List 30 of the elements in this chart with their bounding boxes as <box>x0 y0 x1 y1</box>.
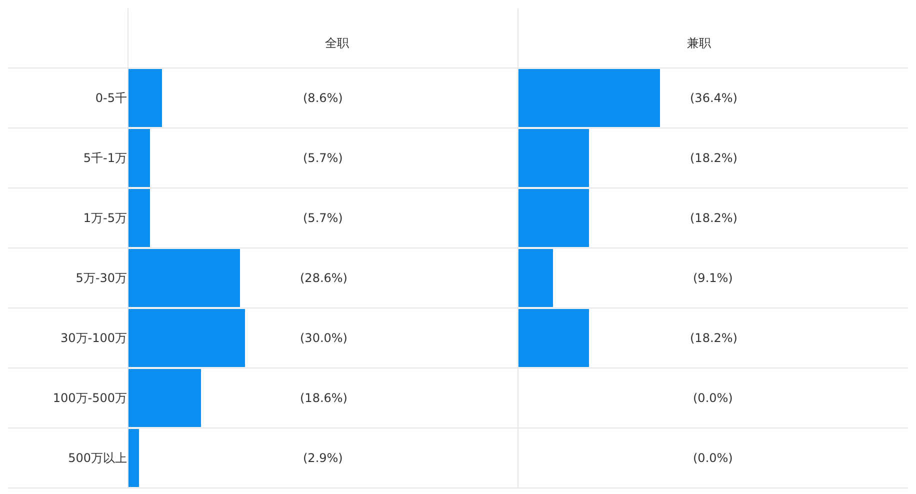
data-label: (0.0%) <box>693 451 733 465</box>
data-label: (18.6%) <box>300 391 348 405</box>
data-label: (9.1%) <box>693 271 733 285</box>
bar <box>128 69 162 127</box>
data-label: (8.6%) <box>303 91 343 105</box>
y-tick-label: 5万-30万 <box>76 271 127 286</box>
bar <box>128 129 150 187</box>
bar <box>128 429 139 487</box>
data-label: (0.0%) <box>693 391 733 405</box>
y-tick-label: 1万-5万 <box>83 211 127 226</box>
data-label: (36.4%) <box>690 91 738 105</box>
chart-title: 全职 <box>325 36 349 50</box>
chart-title: 兼职 <box>687 36 711 50</box>
data-label: (30.0%) <box>300 331 348 345</box>
data-label: (18.2%) <box>690 151 738 165</box>
y-tick-label: 100万-500万 <box>52 391 127 406</box>
y-tick-label: 0-5千 <box>95 91 127 106</box>
y-tick-label: 5千-1万 <box>83 151 127 166</box>
data-label: (28.6%) <box>300 271 348 285</box>
bar <box>128 369 201 427</box>
data-label: (2.9%) <box>303 451 343 465</box>
y-tick-label: 30万-100万 <box>60 331 127 346</box>
data-label: (18.2%) <box>690 211 738 225</box>
bar <box>128 249 240 307</box>
data-label: (5.7%) <box>303 211 343 225</box>
data-label: (5.7%) <box>303 151 343 165</box>
bar <box>128 309 245 367</box>
data-label: (18.2%) <box>690 331 738 345</box>
bar <box>128 189 150 247</box>
y-tick-label: 500万以上 <box>68 451 127 466</box>
